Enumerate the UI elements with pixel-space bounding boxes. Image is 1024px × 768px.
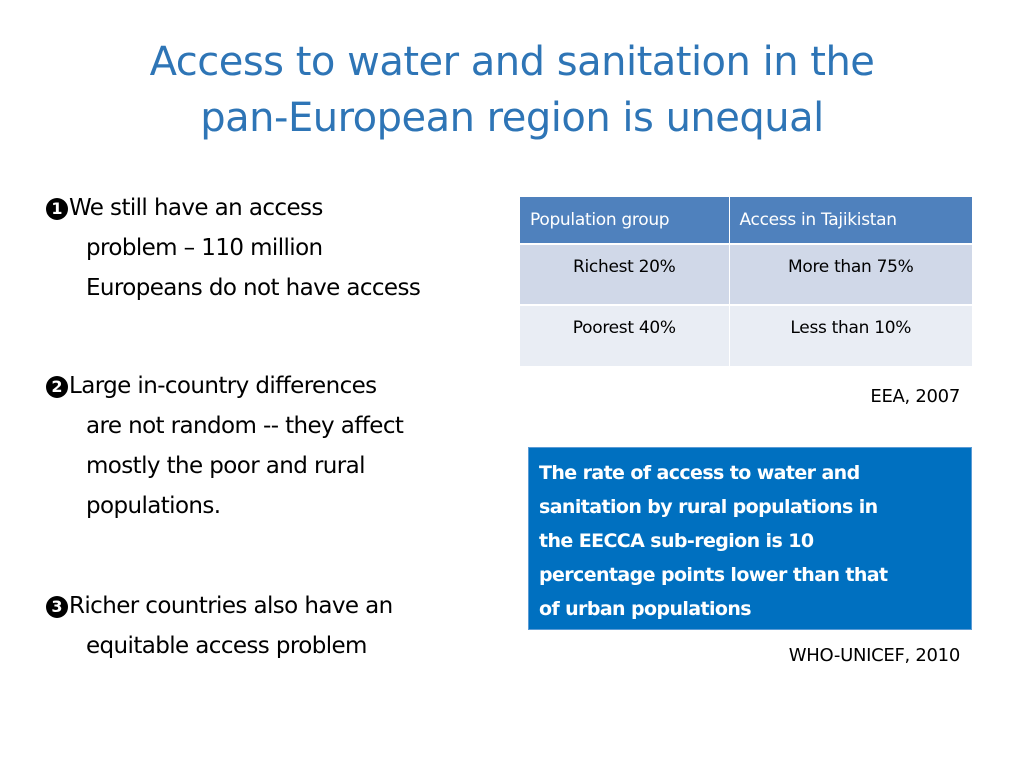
table-source: EEA, 2007 [870,386,960,407]
access-table: Population group Access in Tajikistan Ri… [520,197,972,366]
bullet-item-3: 3 Richer countries also have an equitable… [46,586,516,666]
table-cell: Less than 10% [729,304,972,366]
bullet-line: 1 We still have an access [46,188,516,228]
bullet-line: problem – 110 million [86,235,323,261]
bullet-line: populations. [86,493,221,519]
bullet-line: 3 Richer countries also have an [46,586,516,626]
bullet-item-1: 1 We still have an access problem – 110 m… [46,188,516,308]
bullet-line: 2 Large in-country differences [46,366,516,406]
bullet-line: are not random -- they affect [86,413,404,439]
table-cell: More than 75% [729,243,972,305]
table-row: Richest 20% More than 75% [520,243,972,305]
number-1-icon: 1 [46,198,68,220]
callout-line: percentage points lower than that [539,564,888,586]
column-header-access-tajikistan: Access in Tajikistan [729,197,972,244]
bullet-line: mostly the poor and rural [86,453,366,479]
slide-title: Access to water and sanitation in the pa… [40,34,984,146]
number-2-icon: 2 [46,376,68,398]
bullet-line: equitable access problem [86,633,367,659]
table-cell: Poorest 40% [520,304,730,366]
table-row: Poorest 40% Less than 10% [520,304,972,366]
bullet-item-2: 2 Large in-country differences are not ra… [46,366,516,526]
callout-line: The rate of access to water and [539,462,860,484]
callout-line: sanitation by rural populations in [539,496,878,518]
callout-box: The rate of access to water and sanitati… [528,447,972,630]
column-header-population-group: Population group [520,197,730,244]
table-header-row: Population group Access in Tajikistan [520,197,972,244]
bullet-text: Richer countries also have an [69,593,393,619]
number-3-icon: 3 [46,596,68,618]
bullet-text: Large in-country differences [69,373,377,399]
slide-title-line-1: Access to water and sanitation in the [149,39,875,85]
bullet-line: Europeans do not have access [86,275,421,301]
slide-title-line-2: pan-European region is unequal [200,95,824,141]
callout-source: WHO-UNICEF, 2010 [788,645,961,666]
bullet-text: We still have an access [69,195,323,221]
table-cell: Richest 20% [520,243,730,305]
callout-line: of urban populations [539,598,752,620]
callout-line: the EECCA sub-region is 10 [539,530,814,552]
